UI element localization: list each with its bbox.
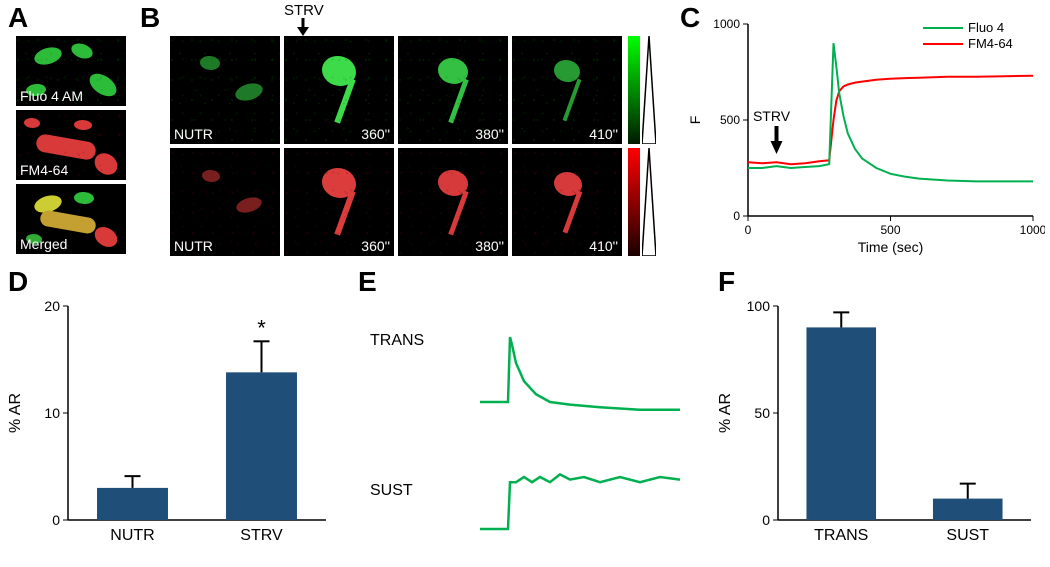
svg-text:500: 500 — [880, 223, 900, 237]
svg-text:0: 0 — [733, 209, 740, 223]
svg-text:TRANS: TRANS — [370, 332, 424, 349]
gradient-triangle-green-icon — [642, 36, 656, 144]
traces-E: TRANS SUST — [340, 290, 710, 562]
micrograph-B-green-3-label: 410'' — [589, 126, 618, 142]
micrograph-B-red-2-label: 380'' — [475, 238, 504, 254]
micrograph-B-red-0: NUTR — [170, 148, 280, 256]
figure-root: A Fluo 4 AM FM4-64 Merged B STRV NUTR — [0, 0, 1050, 567]
svg-text:10: 10 — [44, 405, 60, 421]
micrograph-B-green-1: 360'' — [284, 36, 394, 144]
svg-text:Time (sec): Time (sec) — [858, 239, 924, 255]
strv-arrow-label-B: STRV — [284, 2, 324, 19]
micrograph-B-green-0-label: NUTR — [174, 126, 213, 142]
micrograph-B-red-1-label: 360'' — [361, 238, 390, 254]
svg-text:1000: 1000 — [713, 17, 740, 31]
svg-text:100: 100 — [747, 298, 771, 314]
micrograph-B-green-2-label: 380'' — [475, 126, 504, 142]
svg-text:FM4-64: FM4-64 — [968, 36, 1013, 51]
micrograph-B-red-3-label: 410'' — [589, 238, 618, 254]
svg-text:% AR: % AR — [717, 393, 734, 433]
micrograph-B-red-1: 360'' — [284, 148, 394, 256]
svg-text:SUST: SUST — [370, 482, 413, 499]
micrograph-B-green-1-label: 360'' — [361, 126, 390, 142]
micrograph-A-fm464-label: FM4-64 — [20, 162, 68, 178]
svg-text:NUTR: NUTR — [110, 527, 154, 544]
svg-text:0: 0 — [52, 512, 60, 528]
svg-text:SUST: SUST — [946, 527, 989, 544]
micrograph-A-fluo4: Fluo 4 AM — [16, 36, 126, 106]
micrograph-B-red-0-label: NUTR — [174, 238, 213, 254]
strv-arrow-icon-B — [296, 18, 310, 36]
micrograph-B-red-3: 410'' — [512, 148, 622, 256]
svg-text:TRANS: TRANS — [814, 527, 868, 544]
gradient-bar-red — [628, 148, 640, 256]
svg-text:STRV: STRV — [753, 108, 791, 124]
gradient-triangle-red-icon — [642, 148, 656, 256]
panel-label-B: B — [140, 2, 160, 34]
micrograph-B-red-2: 380'' — [398, 148, 508, 256]
svg-text:20: 20 — [44, 298, 60, 314]
svg-text:1000: 1000 — [1020, 223, 1045, 237]
svg-text:STRV: STRV — [240, 527, 283, 544]
micrograph-A-fm464: FM4-64 — [16, 110, 126, 180]
panel-label-A: A — [8, 2, 28, 34]
svg-text:*: * — [257, 315, 266, 340]
gradient-bar-green — [628, 36, 640, 144]
micrograph-A-fluo4-label: Fluo 4 AM — [20, 88, 83, 104]
micrograph-B-green-3: 410'' — [512, 36, 622, 144]
micrograph-A-merged-label: Merged — [20, 236, 67, 252]
svg-text:% AR: % AR — [7, 393, 24, 433]
chart-F: 0 50 100 % AR TRANS SUST — [710, 290, 1045, 562]
micrograph-B-green-2: 380'' — [398, 36, 508, 144]
chart-D: 0 10 20 % AR NUTR STRV * — [0, 290, 340, 562]
svg-text:Fluo 4: Fluo 4 — [968, 20, 1004, 35]
svg-text:0: 0 — [762, 512, 770, 528]
svg-text:F: F — [687, 116, 703, 125]
micrograph-B-green-0: NUTR — [170, 36, 280, 144]
chart-C: 0 500 1000 0 500 1000 Time (sec) F STRV Fluo 4FM4… — [680, 10, 1045, 260]
micrograph-A-merged: Merged — [16, 184, 126, 254]
svg-text:0: 0 — [745, 223, 752, 237]
svg-text:500: 500 — [720, 113, 740, 127]
svg-text:50: 50 — [754, 405, 770, 421]
